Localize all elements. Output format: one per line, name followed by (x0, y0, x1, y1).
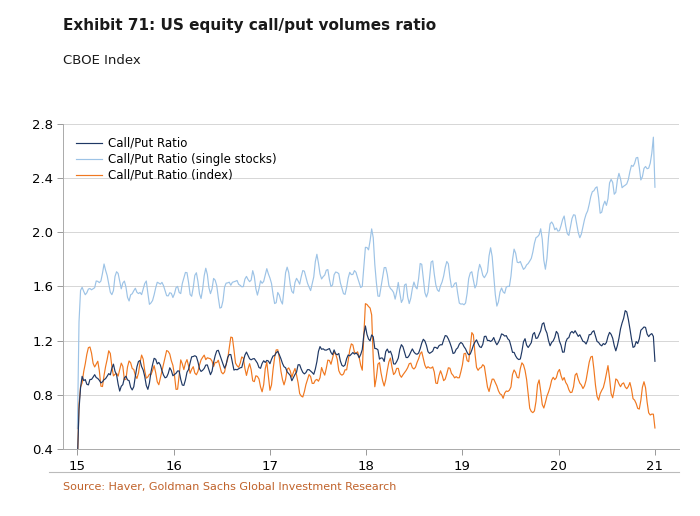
Line: Call/Put Ratio: Call/Put Ratio (78, 311, 655, 459)
Text: Source: Haver, Goldman Sachs Global Investment Research: Source: Haver, Goldman Sachs Global Inve… (63, 482, 396, 492)
Line: Call/Put Ratio (index): Call/Put Ratio (index) (78, 303, 655, 463)
Legend: Call/Put Ratio, Call/Put Ratio (single stocks), Call/Put Ratio (index): Call/Put Ratio, Call/Put Ratio (single s… (72, 133, 280, 185)
Call/Put Ratio (index) (578, 382, 586, 388)
Call/Put Ratio (index) (361, 300, 370, 307)
Call/Put Ratio (single stocks) (305, 284, 314, 290)
Call/Put Ratio (index) (305, 372, 314, 378)
Call/Put Ratio (single stocks) (575, 235, 584, 241)
Call/Put Ratio (index) (549, 374, 557, 380)
Call/Put Ratio (575, 332, 584, 338)
Call/Put Ratio (621, 308, 629, 314)
Call/Put Ratio (494, 339, 503, 345)
Call/Put Ratio (174, 368, 182, 374)
Call/Put Ratio (651, 358, 659, 364)
Line: Call/Put Ratio (single stocks): Call/Put Ratio (single stocks) (78, 137, 655, 429)
Call/Put Ratio (single stocks) (651, 184, 659, 190)
Call/Put Ratio (single stocks) (299, 267, 307, 273)
Call/Put Ratio (305, 366, 314, 373)
Call/Put Ratio (index) (299, 394, 307, 400)
Call/Put Ratio (single stocks) (649, 134, 657, 140)
Text: CBOE Index: CBOE Index (63, 54, 141, 67)
Call/Put Ratio (74, 456, 82, 462)
Call/Put Ratio (547, 340, 556, 346)
Call/Put Ratio (single stocks) (494, 299, 503, 305)
Call/Put Ratio (single stocks) (74, 426, 82, 432)
Call/Put Ratio (single stocks) (547, 219, 556, 225)
Call/Put Ratio (299, 369, 307, 376)
Call/Put Ratio (single stocks) (174, 283, 182, 289)
Call/Put Ratio (index) (651, 425, 659, 431)
Text: Exhibit 71: US equity call/put volumes ratio: Exhibit 71: US equity call/put volumes r… (63, 18, 436, 33)
Call/Put Ratio (index) (496, 391, 504, 397)
Call/Put Ratio (index) (74, 460, 82, 466)
Call/Put Ratio (index) (174, 386, 182, 392)
